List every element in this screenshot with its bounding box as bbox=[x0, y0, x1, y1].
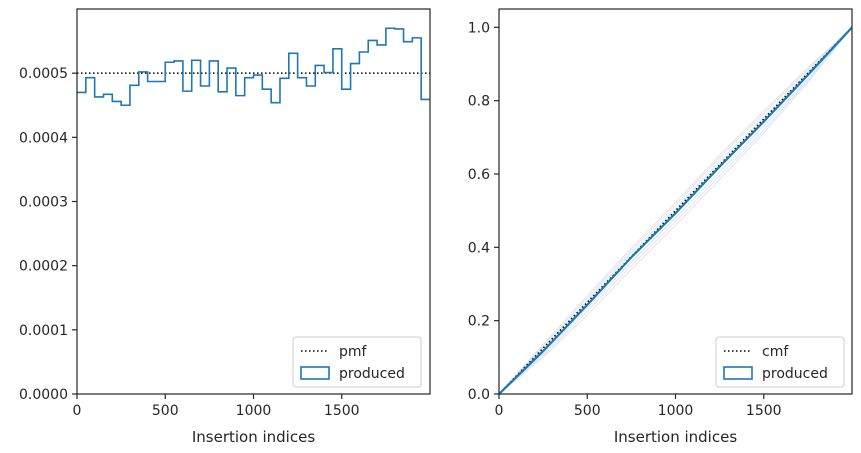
legend: pmf produced bbox=[292, 336, 422, 388]
envelope-line-6 bbox=[499, 26, 852, 394]
x-axis-label: Insertion indices bbox=[192, 428, 315, 446]
chart-panel-2: 0 500 1000 1500 0.0 0.2 0.4 0.6 0.8 1.0 Insertion … bbox=[468, 8, 853, 446]
y-tick-label: 0.0 bbox=[468, 387, 490, 403]
x-tick-label: 500 bbox=[574, 403, 601, 419]
y-tick-label: 0.0001 bbox=[19, 323, 68, 339]
legend-swatch-box bbox=[300, 366, 330, 380]
y-tick-label: 0.0005 bbox=[19, 66, 68, 82]
legend-frame bbox=[715, 336, 845, 388]
y-tick-label: 0.0003 bbox=[19, 195, 68, 211]
series-produced-line bbox=[499, 26, 852, 394]
legend-label: pmf bbox=[339, 344, 368, 360]
x-tick-label: 0 bbox=[73, 403, 82, 419]
series-cmf-line bbox=[499, 26, 852, 394]
legend-label: produced bbox=[339, 366, 405, 382]
envelope-line-2 bbox=[499, 26, 852, 394]
y-tick-label: 0.0000 bbox=[19, 387, 68, 403]
y-tick-label: 0.8 bbox=[468, 94, 490, 110]
y-tick-label: 0.2 bbox=[468, 314, 490, 330]
envelope-line-1 bbox=[499, 27, 852, 394]
x-tick-label: 500 bbox=[152, 403, 179, 419]
x-tick-label: 1500 bbox=[746, 403, 782, 419]
x-tick-label: 1000 bbox=[236, 403, 272, 419]
envelope-line-5 bbox=[499, 27, 852, 394]
y-tick-label: 0.0004 bbox=[19, 130, 68, 146]
y-tick-label: 0.0002 bbox=[19, 259, 68, 275]
x-tick-label: 1000 bbox=[658, 403, 694, 419]
x-tick-label: 0 bbox=[495, 403, 504, 419]
legend-label: produced bbox=[762, 366, 828, 382]
x-axis-label: Insertion indices bbox=[614, 428, 737, 446]
envelope-line-3 bbox=[499, 27, 852, 394]
legend-frame bbox=[292, 336, 422, 388]
plot-area bbox=[499, 26, 852, 394]
chart-panel-1: 0 500 1000 1500 0.0000 0.0001 0.0002 0.0003 0.00… bbox=[19, 8, 431, 446]
x-tick-label: 1500 bbox=[324, 403, 360, 419]
axes-frame bbox=[76, 8, 431, 395]
y-tick-label: 0.6 bbox=[468, 167, 490, 183]
y-tick-label: 1.0 bbox=[468, 20, 490, 36]
legend: cmf produced bbox=[715, 336, 845, 388]
plot-area bbox=[77, 27, 430, 107]
legend-label: cmf bbox=[762, 344, 789, 360]
series-produced-step bbox=[77, 27, 430, 107]
legend-swatch-box bbox=[723, 366, 753, 380]
y-tick-label: 0.4 bbox=[468, 240, 490, 256]
